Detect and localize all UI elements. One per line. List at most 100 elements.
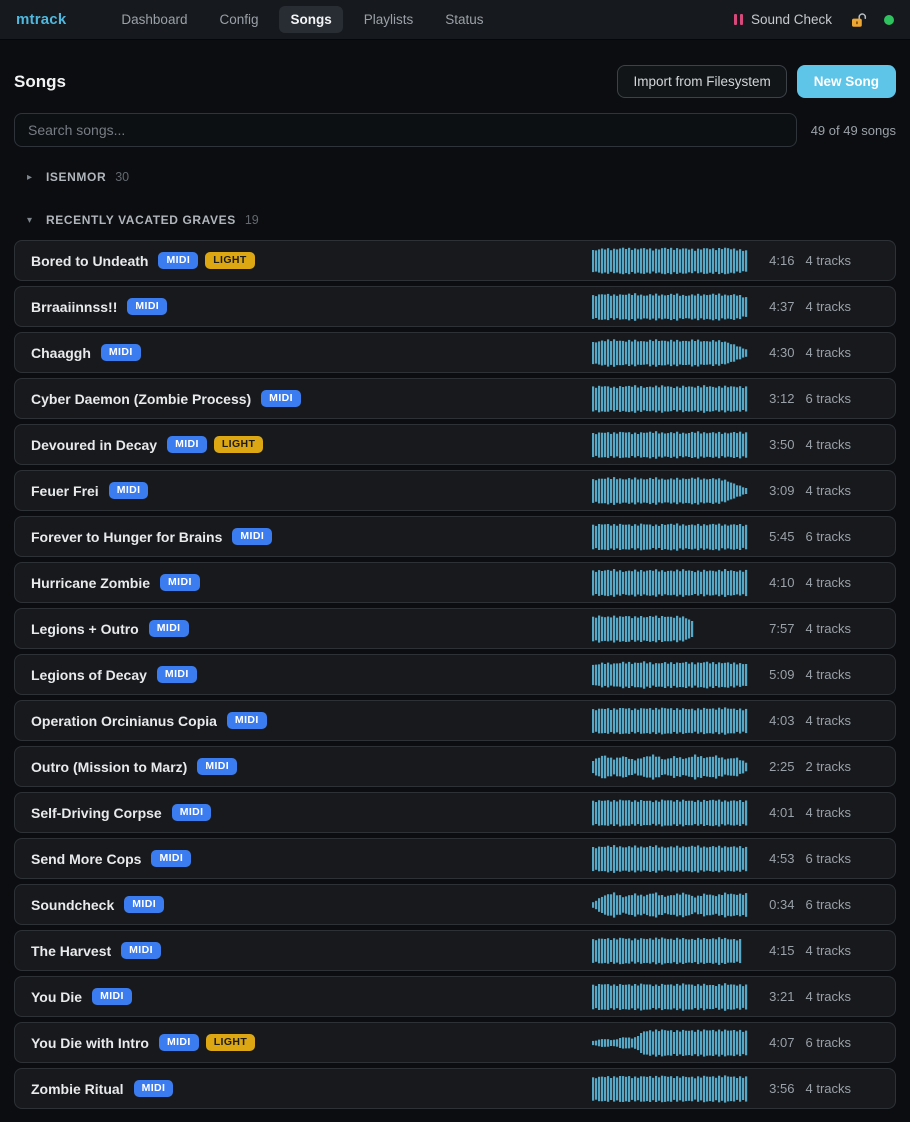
- waveform-thumbnail: [592, 247, 752, 275]
- song-title: Forever to Hunger for Brains: [31, 528, 223, 545]
- waveform-svg: [592, 982, 748, 1011]
- song-row[interactable]: Legions of Decay MIDI 5:09 4 tracks: [14, 654, 896, 695]
- song-badges: MIDI LIGHT: [158, 1034, 256, 1051]
- song-info: Outro (Mission to Marz) MIDI: [31, 758, 238, 775]
- song-track-count: 4 tracks: [805, 989, 851, 1004]
- song-track-count: 4 tracks: [805, 943, 851, 958]
- song-badges: MIDI LIGHT: [158, 252, 255, 269]
- nav-item-playlists[interactable]: Playlists: [363, 12, 414, 27]
- waveform-thumbnail: [592, 384, 752, 413]
- song-row[interactable]: Hurricane Zombie MIDI 4:10 4 tracks: [14, 562, 896, 603]
- new-song-button[interactable]: New Song: [796, 65, 896, 98]
- group-header-recently-vacated-graves[interactable]: ▾ RECENTLY VACATED GRAVES 19: [14, 211, 896, 229]
- song-meta: 7:57 4 tracks: [592, 615, 851, 643]
- song-track-count: 6 tracks: [805, 1035, 851, 1050]
- song-badges: MIDI: [100, 344, 141, 361]
- song-track-count: 6 tracks: [805, 391, 851, 406]
- song-row[interactable]: Cyber Daemon (Zombie Process) MIDI 3:12 …: [14, 378, 896, 419]
- waveform-thumbnail: [592, 338, 752, 367]
- song-row[interactable]: Outro (Mission to Marz) MIDI 2:25 2 trac…: [14, 746, 896, 787]
- song-row[interactable]: Operation Orcinianus Copia MIDI 4:03 4 t…: [14, 700, 896, 741]
- midi-badge: MIDI: [226, 712, 267, 729]
- group-header-isenmor[interactable]: ▸ ISENMOR 30: [14, 168, 896, 186]
- midi-badge: MIDI: [261, 390, 301, 407]
- song-info: Bored to Undeath MIDI LIGHT: [31, 252, 255, 269]
- nav-item-songs[interactable]: Songs: [279, 6, 343, 33]
- search-row: 49 of 49 songs: [14, 113, 896, 147]
- song-meta: 5:09 4 tracks: [592, 660, 851, 689]
- song-row[interactable]: Legions + Outro MIDI 7:57 4 tracks: [14, 608, 896, 649]
- search-input[interactable]: [14, 113, 797, 147]
- song-badges: MIDI: [124, 896, 165, 913]
- song-title: Operation Orcinianus Copia: [31, 712, 217, 729]
- waveform-svg: [592, 384, 748, 413]
- song-track-count: 4 tracks: [805, 345, 851, 360]
- waveform-svg: [592, 522, 748, 551]
- nav-item-status[interactable]: Status: [445, 12, 484, 27]
- song-meta: 4:10 4 tracks: [592, 568, 851, 597]
- group-name: RECENTLY VACATED GRAVES: [46, 213, 236, 227]
- song-info: Cyber Daemon (Zombie Process) MIDI: [31, 390, 301, 407]
- midi-badge: MIDI: [167, 436, 207, 453]
- song-row[interactable]: Self-Driving Corpse MIDI 4:01 4 tracks: [14, 792, 896, 833]
- brand-logo[interactable]: mtrack: [16, 11, 67, 28]
- song-badges: MIDI: [121, 942, 161, 959]
- waveform-thumbnail: [592, 1074, 752, 1103]
- song-row[interactable]: Soundcheck MIDI 0:34 6 tracks: [14, 884, 896, 925]
- waveform-svg: [592, 844, 748, 873]
- song-row[interactable]: Bored to Undeath MIDI LIGHT 4:16 4 tracks: [14, 240, 896, 281]
- midi-badge: MIDI: [100, 344, 141, 361]
- song-duration: 3:56: [769, 1081, 795, 1096]
- song-row[interactable]: Brraaiinnss!! MIDI 4:37 4 tracks: [14, 286, 896, 327]
- caret-down-icon: ▾: [27, 214, 33, 226]
- song-row[interactable]: You Die MIDI 3:21 4 tracks: [14, 976, 896, 1017]
- midi-badge: MIDI: [158, 252, 199, 269]
- song-row[interactable]: Zombie Ritual MIDI 3:56 4 tracks: [14, 1068, 896, 1109]
- unlock-icon[interactable]: [849, 11, 867, 29]
- song-row[interactable]: You Die with Intro MIDI LIGHT 4:07 6 trac…: [14, 1022, 896, 1063]
- waveform-thumbnail: [592, 844, 752, 873]
- midi-badge: MIDI: [108, 482, 149, 499]
- song-info: Brraaiinnss!! MIDI: [31, 298, 168, 315]
- song-row[interactable]: Devoured in Decay MIDI LIGHT 3:50 4 track…: [14, 424, 896, 465]
- song-title: You Die: [31, 988, 83, 1005]
- song-meta: 2:25 2 tracks: [592, 753, 851, 781]
- waveform-thumbnail: [592, 982, 752, 1011]
- page-header: Songs Import from Filesystem New Song: [14, 65, 896, 98]
- song-row[interactable]: Feuer Frei MIDI 3:09 4 tracks: [14, 470, 896, 511]
- main-content: Songs Import from Filesystem New Song 49…: [0, 65, 910, 1109]
- midi-badge: MIDI: [121, 942, 161, 959]
- song-title: Outro (Mission to Marz): [31, 758, 188, 775]
- song-info: Chaaggh MIDI: [31, 344, 141, 361]
- song-badges: MIDI: [148, 620, 189, 637]
- song-meta: 4:15 4 tracks: [592, 936, 851, 965]
- song-duration: 3:50: [769, 437, 795, 452]
- song-meta: 3:12 6 tracks: [592, 384, 851, 413]
- song-count-label: 49 of 49 songs: [810, 122, 896, 138]
- song-row[interactable]: Chaaggh MIDI 4:30 4 tracks: [14, 332, 896, 373]
- song-track-count: 4 tracks: [805, 253, 851, 268]
- nav-item-config[interactable]: Config: [219, 12, 259, 27]
- song-row[interactable]: The Harvest MIDI 4:15 4 tracks: [14, 930, 896, 971]
- song-title: You Die with Intro: [31, 1034, 149, 1051]
- song-meta: 4:01 4 tracks: [592, 799, 851, 827]
- song-duration: 7:57: [769, 621, 795, 636]
- now-playing-indicator[interactable]: Sound Check: [734, 12, 832, 27]
- light-badge: LIGHT: [205, 252, 255, 269]
- song-track-count: 4 tracks: [805, 575, 851, 590]
- song-row[interactable]: Send More Cops MIDI 4:53 6 tracks: [14, 838, 896, 879]
- nav-item-dashboard[interactable]: Dashboard: [121, 12, 188, 27]
- import-filesystem-button[interactable]: Import from Filesystem: [617, 65, 787, 98]
- song-row[interactable]: Forever to Hunger for Brains MIDI 5:45 6…: [14, 516, 896, 557]
- song-title: Feuer Frei: [31, 482, 99, 499]
- midi-badge: MIDI: [197, 758, 238, 775]
- song-info: You Die MIDI: [31, 988, 132, 1005]
- song-title: Devoured in Decay: [31, 436, 158, 453]
- song-info: Forever to Hunger for Brains MIDI: [31, 528, 273, 545]
- header-actions: Import from Filesystem New Song: [617, 65, 896, 98]
- song-info: Send More Cops MIDI: [31, 850, 192, 867]
- song-meta: 3:56 4 tracks: [592, 1074, 851, 1103]
- waveform-svg: [592, 247, 748, 274]
- song-duration: 4:53: [769, 851, 795, 866]
- waveform-thumbnail: [592, 615, 752, 643]
